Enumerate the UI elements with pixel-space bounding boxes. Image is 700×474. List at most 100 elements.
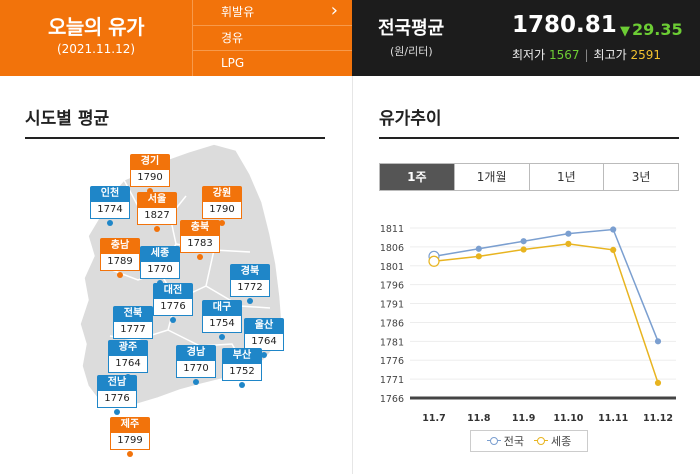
region-price: 1799 bbox=[110, 433, 150, 450]
y-tick-label: 1811 bbox=[380, 224, 404, 235]
region-pin[interactable]: 충북 1783 bbox=[180, 220, 220, 260]
location-dot-icon bbox=[239, 382, 245, 388]
region-price: 1776 bbox=[97, 391, 137, 408]
region-price: 1789 bbox=[100, 254, 140, 271]
region-price: 1790 bbox=[130, 170, 170, 187]
page-date: (2021.11.12) bbox=[56, 42, 136, 56]
tab-lpg[interactable]: LPG bbox=[192, 50, 352, 76]
x-tick-label: 11.12 bbox=[643, 413, 673, 424]
price-change: ▼ 29.35 bbox=[620, 20, 683, 39]
region-name: 강원 bbox=[202, 186, 242, 202]
location-dot-icon bbox=[197, 254, 203, 260]
location-dot-icon bbox=[147, 188, 153, 194]
region-pin[interactable]: 인천 1774 bbox=[90, 186, 130, 226]
data-point bbox=[520, 238, 527, 245]
region-pin[interactable]: 부산 1752 bbox=[222, 348, 262, 388]
region-pin[interactable]: 세종 1770 bbox=[140, 246, 180, 286]
series-line bbox=[433, 243, 659, 384]
region-pin[interactable]: 경북 1772 bbox=[230, 264, 270, 304]
y-tick-label: 1766 bbox=[380, 394, 404, 405]
min-price-value: 1567 bbox=[548, 48, 580, 62]
region-pin[interactable]: 울산 1764 bbox=[244, 318, 284, 358]
region-name: 충북 bbox=[180, 220, 220, 236]
region-pin[interactable]: 서울 1827 bbox=[137, 192, 177, 232]
tab-gasoline[interactable]: 휘발유 › bbox=[192, 0, 352, 25]
region-name: 서울 bbox=[137, 192, 177, 208]
location-dot-icon bbox=[127, 451, 133, 457]
section-rule bbox=[25, 137, 325, 139]
page-title: 오늘의 유가 bbox=[48, 15, 144, 39]
legend-item-sejong[interactable]: 세종 bbox=[534, 433, 571, 449]
tab-3-year[interactable]: 3년 bbox=[603, 164, 678, 190]
region-price: 1777 bbox=[113, 322, 153, 339]
region-name: 광주 bbox=[108, 340, 148, 356]
tab-diesel[interactable]: 경유 bbox=[192, 25, 352, 50]
region-pin[interactable]: 대구 1754 bbox=[202, 300, 242, 340]
x-tick-label: 11.10 bbox=[553, 413, 583, 424]
column-divider bbox=[352, 76, 353, 474]
data-point bbox=[565, 240, 572, 247]
x-tick-label: 11.9 bbox=[512, 413, 535, 424]
national-average-price: 1780.81 bbox=[512, 12, 617, 38]
chevron-right-icon: › bbox=[330, 0, 338, 21]
data-point bbox=[428, 255, 440, 267]
location-dot-icon bbox=[261, 352, 267, 358]
region-price: 1772 bbox=[230, 280, 270, 297]
region-pin[interactable]: 대전 1776 bbox=[153, 283, 193, 323]
region-pin[interactable]: 경기 1790 bbox=[130, 154, 170, 194]
price-unit: (원/리터) bbox=[390, 45, 433, 58]
location-dot-icon bbox=[247, 298, 253, 304]
region-pin[interactable]: 전북 1777 bbox=[113, 306, 153, 346]
y-tick-label: 1771 bbox=[380, 375, 404, 386]
region-price: 1827 bbox=[137, 208, 177, 225]
data-point bbox=[475, 245, 482, 252]
region-price: 1774 bbox=[90, 202, 130, 219]
location-dot-icon bbox=[219, 334, 225, 340]
min-price-label: 최저가 bbox=[512, 48, 546, 62]
period-tabs: 1주 1개월 1년 3년 bbox=[379, 163, 679, 191]
tab-1-week[interactable]: 1주 bbox=[380, 164, 454, 190]
tab-1-month[interactable]: 1개월 bbox=[453, 164, 529, 190]
line-chart-svg: 1766 1771 1776 1781 1786 1791 1796 1801 1806 1811… bbox=[380, 224, 676, 424]
data-point bbox=[610, 246, 617, 254]
region-name: 경북 bbox=[230, 264, 270, 280]
region-price: 1770 bbox=[140, 262, 180, 279]
max-price-value: 2591 bbox=[630, 48, 662, 62]
legend-marker-icon bbox=[534, 437, 548, 445]
region-price: 1764 bbox=[244, 334, 284, 351]
legend-label-sejong: 세종 bbox=[551, 435, 572, 448]
today-price-panel: 오늘의 유가 (2021.11.12) bbox=[0, 0, 192, 76]
region-price: 1752 bbox=[222, 364, 262, 381]
region-pin[interactable]: 경남 1770 bbox=[176, 345, 216, 385]
price-change-value: 29.35 bbox=[632, 20, 683, 39]
region-pin[interactable]: 제주 1799 bbox=[110, 417, 150, 457]
price-trend-title: 유가추이 bbox=[379, 109, 442, 129]
region-pin[interactable]: 강원 1790 bbox=[202, 186, 242, 226]
tab-1-year[interactable]: 1년 bbox=[528, 164, 604, 190]
max-price-label: 최고가 bbox=[593, 48, 627, 62]
fuel-type-tabs: 휘발유 › 경유 LPG bbox=[192, 0, 352, 76]
legend-marker-icon bbox=[486, 437, 501, 445]
region-price: 1776 bbox=[153, 299, 193, 316]
region-name: 전북 bbox=[113, 306, 153, 322]
region-pin[interactable]: 전남 1776 bbox=[97, 375, 137, 415]
region-name: 인천 bbox=[90, 186, 130, 202]
region-price: 1754 bbox=[202, 316, 242, 333]
separator: | bbox=[584, 48, 589, 62]
y-tick-label: 1796 bbox=[380, 281, 404, 292]
y-tick-label: 1791 bbox=[380, 300, 404, 311]
legend-item-national[interactable]: 전국 bbox=[486, 433, 524, 449]
location-dot-icon bbox=[193, 379, 199, 385]
regional-average-title: 시도별 평균 bbox=[25, 109, 110, 129]
data-point bbox=[520, 246, 527, 253]
down-triangle-icon: ▼ bbox=[620, 24, 630, 39]
region-name: 울산 bbox=[244, 318, 284, 334]
region-pin[interactable]: 충남 1789 bbox=[100, 238, 140, 278]
y-tick-label: 1801 bbox=[380, 262, 404, 273]
region-pin[interactable]: 광주 1764 bbox=[108, 340, 148, 380]
data-point bbox=[654, 338, 662, 345]
price-trend-chart: 1766 1771 1776 1781 1786 1791 1796 1801 1806 1811… bbox=[362, 210, 692, 460]
tab-diesel-label: 경유 bbox=[221, 31, 244, 45]
region-name: 경남 bbox=[176, 345, 216, 361]
region-name: 대전 bbox=[153, 283, 193, 299]
